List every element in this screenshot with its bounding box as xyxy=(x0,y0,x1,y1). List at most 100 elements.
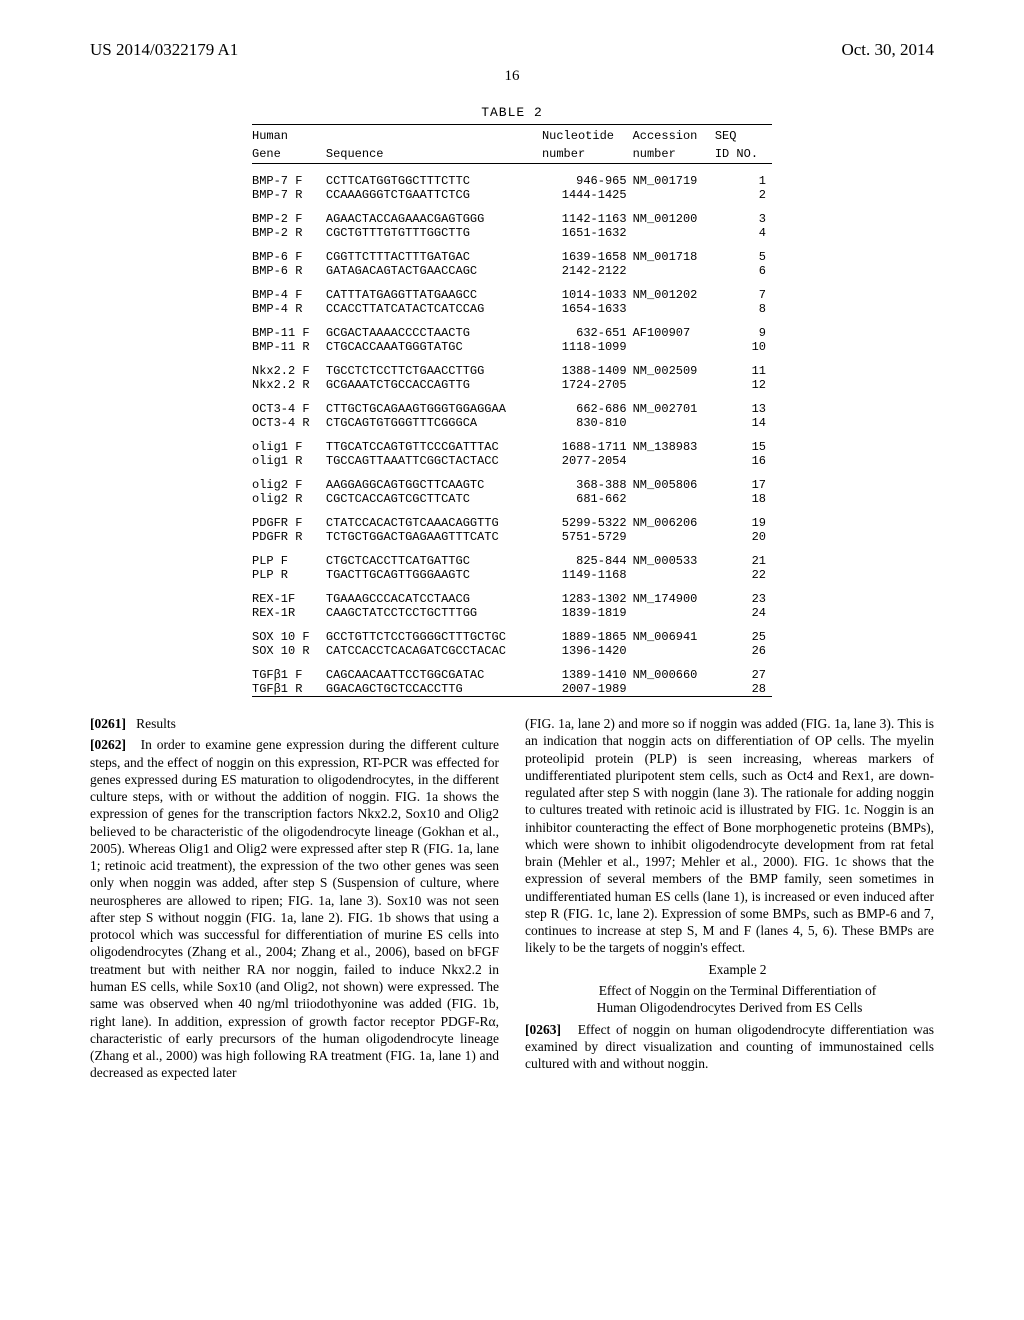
cell-gene: PLP F xyxy=(252,554,326,568)
table-row: PLP FCTGCTCACCTTCATGATTGC825-844NM_00053… xyxy=(252,554,772,568)
table-row: OCT3-4 FCTTGCTGCAGAAGTGGGTGGAGGAA662-686… xyxy=(252,402,772,416)
table-row: TGFβ1 FCAGCAACAATTCCTGGCGATAC1389-1410NM… xyxy=(252,668,772,682)
cell-nucleotide: 1142-1163 xyxy=(542,212,633,226)
page-number: 16 xyxy=(90,68,934,85)
cell-sequence: CCACCTTATCATACTCATCCAG xyxy=(326,302,542,316)
example-title-l2: Human Oligodendrocytes Derived from ES C… xyxy=(597,1000,863,1015)
table-row: olig1 RTGCCAGTTAAATTCGGCTACTACC2077-2054… xyxy=(252,454,772,468)
cell-seqid: 12 xyxy=(715,378,772,392)
cell-seqid: 13 xyxy=(715,402,772,416)
cell-gene: Nkx2.2 F xyxy=(252,364,326,378)
para-0261: [0261] Results xyxy=(90,715,499,732)
table-row: SOX 10 FGCCTGTTCTCCTGGGGCTTTGCTGC1889-18… xyxy=(252,630,772,644)
cell-seqid: 22 xyxy=(715,568,772,582)
cell-seqid: 20 xyxy=(715,530,772,544)
cell-sequence: CTGCTCACCTTCATGATTGC xyxy=(326,554,542,568)
cell-accession: NM_001718 xyxy=(633,250,715,264)
cell-nucleotide: 2142-2122 xyxy=(542,264,633,278)
cell-accession: NM_005806 xyxy=(633,478,715,492)
para-0263: [0263] Effect of noggin on human oligode… xyxy=(525,1021,934,1073)
cell-sequence: AAGGAGGCAGTGGCTTCAAGTC xyxy=(326,478,542,492)
cell-accession: AF100907 xyxy=(633,326,715,340)
para-text: Effect of noggin on human oligodendrocyt… xyxy=(525,1022,934,1072)
cell-sequence: GCGACTAAAACCCCTAACTG xyxy=(326,326,542,340)
cell-seqid: 1 xyxy=(715,174,772,188)
cell-gene: BMP-7 R xyxy=(252,188,326,202)
example-title: Effect of Noggin on the Terminal Differe… xyxy=(525,982,934,1017)
table-row: BMP-4 FCATTTATGAGGTTATGAAGCC1014-1033NM_… xyxy=(252,288,772,302)
publication-number: US 2014/0322179 A1 xyxy=(90,40,238,60)
cell-nucleotide: 662-686 xyxy=(542,402,633,416)
table-row: olig2 FAAGGAGGCAGTGGCTTCAAGTC368-388NM_0… xyxy=(252,478,772,492)
cell-nucleotide: 1014-1033 xyxy=(542,288,633,302)
table-row: BMP-11 RCTGCACCAAATGGGTATGC1118-109910 xyxy=(252,340,772,354)
cell-nucleotide: 632-651 xyxy=(542,326,633,340)
cell-gene: PDGFR F xyxy=(252,516,326,530)
cell-accession xyxy=(633,606,715,620)
para-text: In order to examine gene expression duri… xyxy=(90,737,499,1080)
th-id-2: ID NO. xyxy=(715,145,772,163)
cell-seqid: 3 xyxy=(715,212,772,226)
cell-accession: NM_001719 xyxy=(633,174,715,188)
table-row: Nkx2.2 RGCGAAATCTGCCACCAGTTG1724-270512 xyxy=(252,378,772,392)
cell-nucleotide: 1149-1168 xyxy=(542,568,633,582)
cell-gene: SOX 10 R xyxy=(252,644,326,658)
cell-nucleotide: 1654-1633 xyxy=(542,302,633,316)
cell-nucleotide: 1444-1425 xyxy=(542,188,633,202)
example-label: Example 2 xyxy=(525,961,934,978)
table-row: BMP-6 FCGGTTCTTTACTTTGATGAC1639-1658NM_0… xyxy=(252,250,772,264)
table-row: PDGFR RTCTGCTGGACTGAGAAGTTTCATC5751-5729… xyxy=(252,530,772,544)
cell-accession: NM_174900 xyxy=(633,592,715,606)
table-row: OCT3-4 RCTGCAGTGTGGGTTTCGGGCA830-81014 xyxy=(252,416,772,430)
cell-seqid: 9 xyxy=(715,326,772,340)
cell-gene: REX-1R xyxy=(252,606,326,620)
cell-accession: NM_002509 xyxy=(633,364,715,378)
table-row: BMP-7 FCCTTCATGGTGGCTTTCTTC946-965NM_001… xyxy=(252,174,772,188)
cell-accession xyxy=(633,492,715,506)
table-row: olig1 FTTGCATCCAGTGTTCCCGATTTAC1688-1711… xyxy=(252,440,772,454)
cell-gene: PDGFR R xyxy=(252,530,326,544)
cell-nucleotide: 1388-1409 xyxy=(542,364,633,378)
cell-gene: olig1 R xyxy=(252,454,326,468)
cell-nucleotide: 5299-5322 xyxy=(542,516,633,530)
para-num: [0263] xyxy=(525,1022,561,1037)
cell-accession: NM_000660 xyxy=(633,668,715,682)
cell-accession: NM_001202 xyxy=(633,288,715,302)
cell-nucleotide: 1283-1302 xyxy=(542,592,633,606)
cell-sequence: CTGCACCAAATGGGTATGC xyxy=(326,340,542,354)
th-acc-1: Accession xyxy=(633,125,715,145)
cell-gene: BMP-4 R xyxy=(252,302,326,316)
th-acc-2: number xyxy=(633,145,715,163)
cell-gene: olig2 R xyxy=(252,492,326,506)
cell-gene: BMP-6 R xyxy=(252,264,326,278)
table-row: olig2 RCGCTCACCAGTCGCTTCATC681-66218 xyxy=(252,492,772,506)
cell-nucleotide: 5751-5729 xyxy=(542,530,633,544)
cell-gene: olig2 F xyxy=(252,478,326,492)
cell-accession xyxy=(633,644,715,658)
table-row: PDGFR FCTATCCACACTGTCAAACAGGTTG5299-5322… xyxy=(252,516,772,530)
cell-accession xyxy=(633,530,715,544)
cell-gene: olig1 F xyxy=(252,440,326,454)
cell-gene: BMP-11 R xyxy=(252,340,326,354)
cell-sequence: GATAGACAGTACTGAACCAGC xyxy=(326,264,542,278)
cell-nucleotide: 1639-1658 xyxy=(542,250,633,264)
cell-nucleotide: 830-810 xyxy=(542,416,633,430)
table-2: TABLE 2 Human Nucleotide Accession SEQ G… xyxy=(252,105,772,697)
cell-sequence: CCAAAGGGTCTGAATTCTCG xyxy=(326,188,542,202)
th-gene-2: Gene xyxy=(252,145,326,163)
cell-seqid: 7 xyxy=(715,288,772,302)
table-row: TGFβ1 RGGACAGCTGCTCCACCTTG2007-198928 xyxy=(252,682,772,696)
cell-nucleotide: 1889-1865 xyxy=(542,630,633,644)
cell-seqid: 4 xyxy=(715,226,772,240)
cell-nucleotide: 1839-1819 xyxy=(542,606,633,620)
cell-sequence: CTATCCACACTGTCAAACAGGTTG xyxy=(326,516,542,530)
cell-seqid: 28 xyxy=(715,682,772,696)
cell-nucleotide: 825-844 xyxy=(542,554,633,568)
cell-gene: BMP-2 R xyxy=(252,226,326,240)
cell-seqid: 25 xyxy=(715,630,772,644)
cell-accession: NM_006941 xyxy=(633,630,715,644)
cell-gene: REX-1F xyxy=(252,592,326,606)
cell-seqid: 19 xyxy=(715,516,772,530)
cell-nucleotide: 946-965 xyxy=(542,174,633,188)
th-nuc-1: Nucleotide xyxy=(542,125,633,145)
